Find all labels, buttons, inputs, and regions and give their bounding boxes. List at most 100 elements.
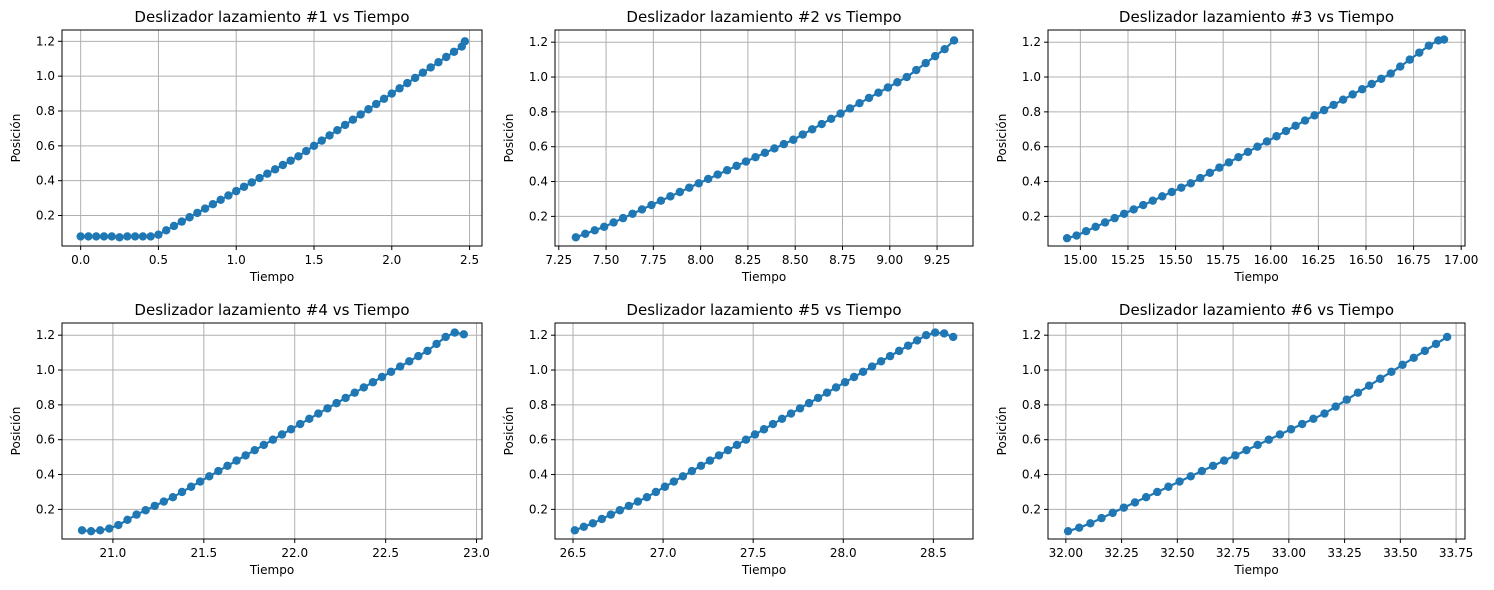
y-tick-label: 0.4: [36, 174, 55, 188]
y-tick-label: 1.2: [529, 35, 548, 49]
y-tick-label: 0.2: [36, 502, 55, 516]
data-point: [760, 148, 770, 158]
data-point: [247, 178, 256, 187]
data-point: [885, 351, 895, 361]
data-point: [912, 336, 922, 345]
y-tick-label: 1.0: [1022, 70, 1041, 84]
y-tick-label: 0.8: [1022, 398, 1041, 412]
data-point: [1243, 147, 1253, 157]
x-axis-label: Tiempo: [249, 270, 294, 284]
y-tick-label: 0.8: [36, 104, 55, 118]
data-point: [132, 510, 141, 519]
x-tick-label: 21.5: [190, 546, 217, 560]
data-point: [200, 204, 210, 213]
data-point: [1234, 152, 1243, 162]
data-point: [1272, 132, 1281, 141]
x-tick-label: 22.0: [281, 546, 308, 560]
y-tick-label: 0.2: [1022, 502, 1041, 516]
y-tick-label: 1.0: [36, 69, 55, 83]
data-point: [939, 329, 949, 338]
axes-frame: [554, 322, 974, 540]
data-point: [1177, 183, 1186, 192]
chart-panel-3: 15.00 15.25 15.50 15.75 16.00 16.25 16.50 16.75…: [995, 8, 1478, 284]
data-point: [836, 109, 845, 118]
x-tick-label: 7.75: [640, 253, 667, 267]
data-point: [948, 332, 958, 342]
data-point: [1175, 477, 1184, 486]
data-point: [302, 146, 311, 156]
x-tick-label: 15.00: [1063, 253, 1097, 267]
data-point: [597, 514, 607, 524]
y-tick-label: 0.6: [529, 433, 548, 447]
data-point: [379, 94, 389, 104]
data-point: [893, 78, 902, 87]
data-point: [232, 186, 241, 196]
data-point: [647, 200, 656, 210]
data-point: [570, 526, 580, 535]
y-tick-label: 1.0: [1022, 363, 1041, 377]
data-point: [1086, 519, 1095, 528]
data-point: [779, 139, 789, 149]
data-point: [1208, 461, 1218, 471]
y-tick-label: 0.6: [1022, 433, 1041, 447]
x-tick-label: 16.50: [1349, 253, 1383, 267]
data-point: [185, 213, 194, 222]
data-point: [1063, 526, 1073, 536]
data-point: [146, 232, 155, 241]
x-tick-label: 7.50: [593, 253, 620, 267]
y-tick-label: 0.6: [36, 139, 55, 153]
data-point: [1153, 487, 1162, 497]
data-point: [678, 472, 688, 481]
data-point: [295, 419, 305, 429]
data-point: [1197, 466, 1207, 476]
data-point: [1242, 445, 1251, 455]
y-tick-label: 0.4: [36, 468, 55, 482]
data-point: [356, 110, 365, 119]
data-point: [694, 179, 703, 188]
data-point: [1139, 200, 1148, 210]
data-point: [777, 414, 787, 424]
data-point: [1310, 111, 1319, 120]
data-point: [286, 425, 296, 434]
data-point: [77, 526, 87, 535]
y-tick-label: 0.2: [36, 209, 55, 223]
x-tick-label: 8.25: [735, 253, 762, 267]
x-tick-label: 16.75: [1396, 253, 1430, 267]
x-tick-label: 2.5: [460, 253, 479, 267]
y-tick-label: 0.2: [1022, 209, 1041, 223]
data-point: [1415, 48, 1424, 57]
x-axis-label: Tiempo: [741, 270, 786, 284]
data-point: [817, 119, 826, 129]
chart-title: Deslizador lazamiento #3 vs Tiempo: [1119, 8, 1394, 26]
y-tick-label: 0.8: [529, 398, 548, 412]
data-point: [1231, 451, 1240, 460]
data-point: [902, 72, 911, 82]
data-point: [1439, 35, 1449, 44]
data-point: [169, 221, 179, 231]
data-point: [286, 156, 295, 165]
chart-panel-4: 21.0 21.5 22.0 22.5 23.0 0.2 0.4 0.6 0.8 1.0 1.2 De…: [9, 301, 490, 577]
axes-frame: [554, 29, 974, 247]
data-point: [1377, 74, 1386, 83]
data-point: [223, 461, 232, 471]
data-point: [741, 157, 751, 166]
data-point: [1396, 62, 1405, 71]
data-point: [1148, 196, 1157, 205]
data-point: [656, 196, 666, 205]
y-tick-label: 0.6: [36, 433, 55, 447]
data-point: [1167, 187, 1176, 197]
chart-title: Deslizador lazamiento #5 vs Tiempo: [626, 301, 901, 319]
x-tick-label: 9.25: [924, 253, 951, 267]
data-point: [1291, 121, 1300, 131]
data-point: [141, 506, 150, 515]
data-point: [741, 435, 751, 444]
data-point: [239, 182, 249, 191]
data-point: [1309, 414, 1318, 424]
y-tick-label: 1.0: [529, 70, 548, 84]
data-point: [883, 83, 893, 92]
data-point: [1431, 339, 1441, 349]
data-point: [325, 131, 334, 140]
data-point: [107, 232, 116, 241]
data-point: [903, 341, 913, 350]
